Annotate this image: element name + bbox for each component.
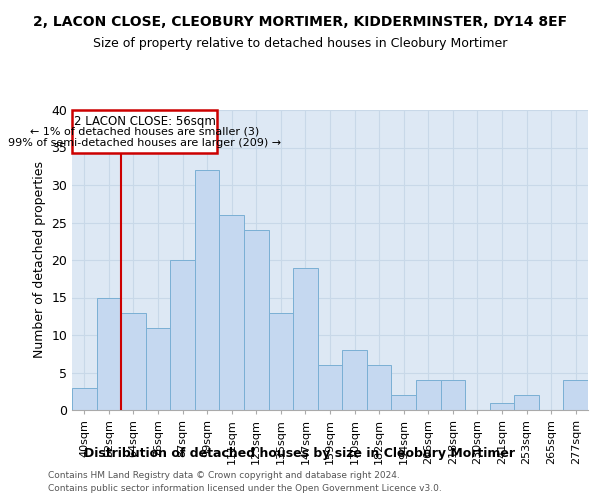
Bar — [563, 380, 588, 410]
Text: 2, LACON CLOSE, CLEOBURY MORTIMER, KIDDERMINSTER, DY14 8EF: 2, LACON CLOSE, CLEOBURY MORTIMER, KIDDE… — [33, 15, 567, 29]
Text: Size of property relative to detached houses in Cleobury Mortimer: Size of property relative to detached ho… — [93, 38, 507, 51]
Text: 2 LACON CLOSE: 56sqm: 2 LACON CLOSE: 56sqm — [74, 116, 215, 128]
Bar — [97, 298, 121, 410]
Text: ← 1% of detached houses are smaller (3): ← 1% of detached houses are smaller (3) — [30, 126, 259, 136]
Bar — [121, 312, 146, 410]
Bar — [72, 388, 97, 410]
Bar — [416, 380, 440, 410]
Bar — [244, 230, 269, 410]
Y-axis label: Number of detached properties: Number of detached properties — [33, 162, 46, 358]
Bar — [514, 395, 539, 410]
Text: Distribution of detached houses by size in Cleobury Mortimer: Distribution of detached houses by size … — [85, 448, 515, 460]
Bar — [318, 365, 342, 410]
Bar — [269, 312, 293, 410]
Bar — [490, 402, 514, 410]
Text: Contains public sector information licensed under the Open Government Licence v3: Contains public sector information licen… — [48, 484, 442, 493]
Bar — [440, 380, 465, 410]
Bar — [220, 215, 244, 410]
Text: Contains HM Land Registry data © Crown copyright and database right 2024.: Contains HM Land Registry data © Crown c… — [48, 470, 400, 480]
Bar — [195, 170, 220, 410]
Bar — [342, 350, 367, 410]
Bar — [146, 328, 170, 410]
Text: 99% of semi-detached houses are larger (209) →: 99% of semi-detached houses are larger (… — [8, 138, 281, 148]
Bar — [293, 268, 318, 410]
Bar — [391, 395, 416, 410]
Bar — [367, 365, 391, 410]
Bar — [170, 260, 195, 410]
FancyBboxPatch shape — [72, 110, 217, 153]
